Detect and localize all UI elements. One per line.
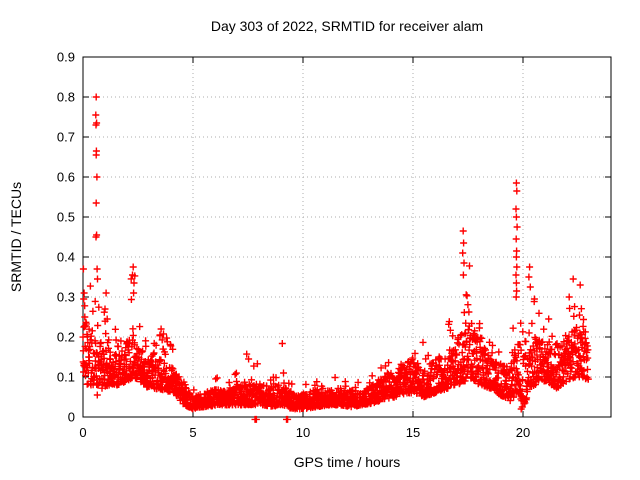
y-tick-label-0.3: 0.3 — [57, 290, 75, 305]
data-points-layer — [79, 93, 592, 423]
x-tick-label-5: 5 — [189, 425, 196, 440]
y-tick-label-0.6: 0.6 — [57, 170, 75, 185]
x-tick-label-15: 15 — [406, 425, 420, 440]
y-tick-label-0.5: 0.5 — [57, 210, 75, 225]
y-tick-label-0.1: 0.1 — [57, 370, 75, 385]
y-tick-label-0.2: 0.2 — [57, 330, 75, 345]
chart-title: Day 303 of 2022, SRMTID for receiver ala… — [211, 18, 483, 34]
axis-ticks — [82, 56, 611, 418]
x-tick-label-20: 20 — [516, 425, 530, 440]
tick-labels: 0 5 10 15 20 0 0.1 0.2 0.3 0.4 0.5 0.6 0.7 0.8 0.9 — [57, 50, 530, 441]
x-tick-label-10: 10 — [296, 425, 310, 440]
y-tick-label-0.9: 0.9 — [57, 50, 75, 65]
y-tick-label-0.4: 0.4 — [57, 250, 75, 265]
x-tick-label-0: 0 — [79, 425, 86, 440]
y-tick-label-0.7: 0.7 — [57, 130, 75, 145]
y-tick-label-0.8: 0.8 — [57, 90, 75, 105]
scatter-points-plus-markers — [79, 93, 592, 423]
gridlines — [83, 57, 611, 417]
x-axis-label: GPS time / hours — [294, 454, 401, 470]
y-axis-label: SRMTID / TECUs — [8, 182, 24, 292]
y-tick-label-0: 0 — [68, 410, 75, 425]
